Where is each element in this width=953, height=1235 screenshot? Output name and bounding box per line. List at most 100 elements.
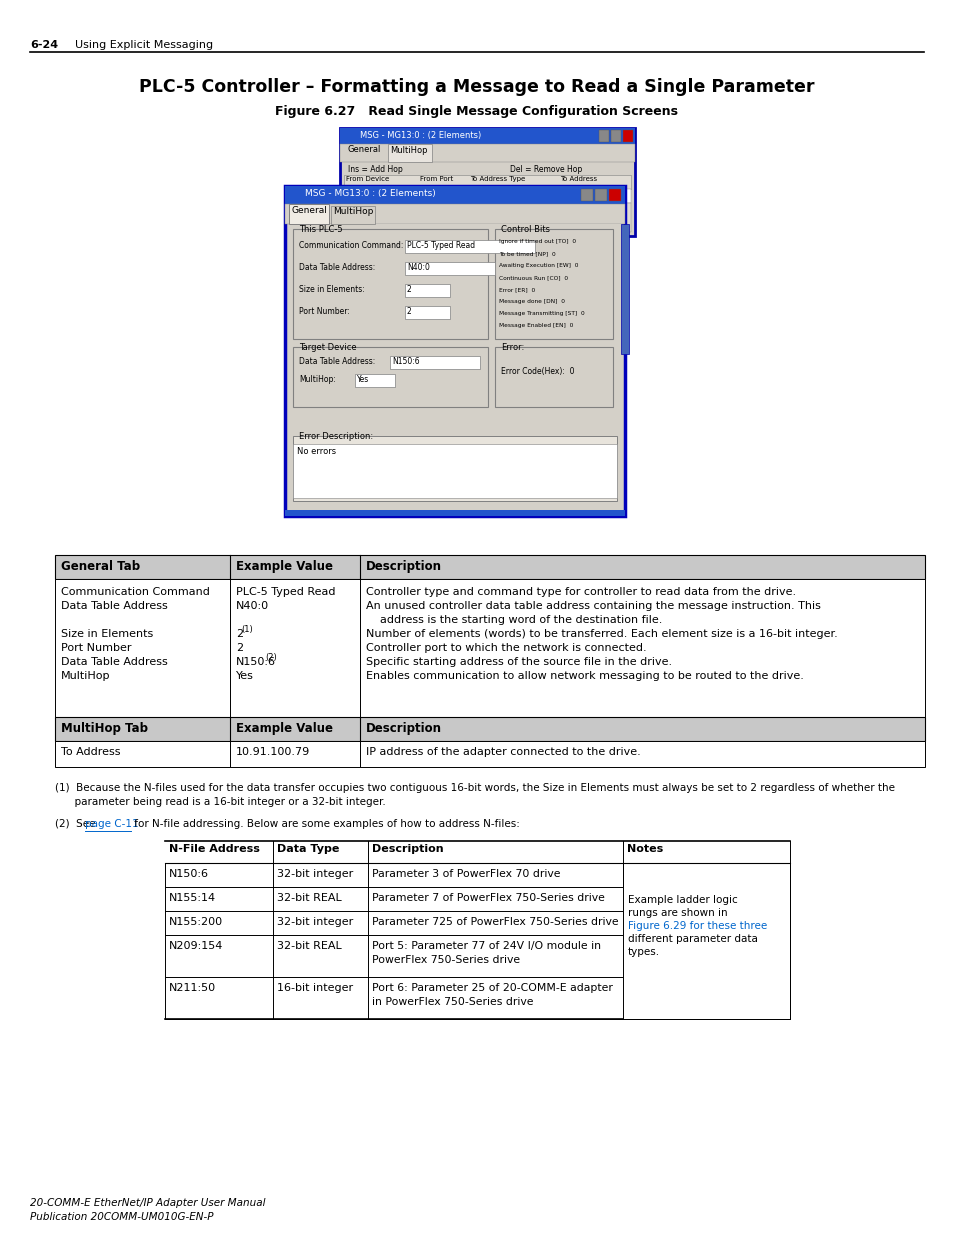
Text: MSG - MG13:0 : (2 Elements): MSG - MG13:0 : (2 Elements) (359, 131, 480, 140)
Text: 2: 2 (407, 285, 412, 294)
Bar (608, 189, 620, 201)
Text: 10.91.100.79: 10.91.100.79 (564, 190, 612, 196)
Bar (165, 977, 273, 1019)
Text: Using Explicit Messaging: Using Explicit Messaging (75, 40, 213, 49)
Text: N40:0: N40:0 (407, 263, 430, 272)
Text: 2: 2 (427, 190, 431, 196)
Bar (273, 977, 368, 1019)
Text: Figure 6.27   Read Single Message Configuration Screens: Figure 6.27 Read Single Message Configur… (275, 105, 678, 119)
Text: Publication 20COMM-UM010G-EN-P: Publication 20COMM-UM010G-EN-P (30, 1212, 213, 1221)
Bar (359, 741, 924, 767)
Text: Parameter 3 of PowerFlex 70 drive: Parameter 3 of PowerFlex 70 drive (372, 869, 560, 879)
Text: page C-11: page C-11 (85, 819, 138, 829)
Text: Port Number: Port Number (61, 643, 132, 653)
Text: From Device: From Device (346, 177, 389, 182)
Bar (580, 189, 593, 201)
Bar (622, 863, 789, 887)
Text: (1): (1) (240, 625, 253, 634)
Bar (273, 863, 368, 887)
Text: MultiHop: MultiHop (390, 146, 427, 156)
Bar (273, 911, 368, 935)
Text: types.: types. (627, 947, 659, 957)
Bar (339, 144, 635, 162)
Text: in PowerFlex 750-Series drive: in PowerFlex 750-Series drive (372, 997, 533, 1007)
Bar (405, 240, 535, 253)
Text: Port Number:: Port Number: (298, 308, 350, 316)
Bar (293, 436, 617, 501)
Text: Target Device: Target Device (298, 343, 356, 352)
Bar (165, 887, 273, 911)
Bar (230, 579, 359, 718)
Text: N150:6: N150:6 (169, 869, 209, 879)
Text: MultiHop Tab: MultiHop Tab (61, 722, 148, 735)
Text: Ignore if timed out [TO]  0: Ignore if timed out [TO] 0 (498, 240, 576, 245)
Bar (622, 977, 789, 1019)
Text: Description: Description (372, 844, 443, 853)
Text: Ins = Add Hop: Ins = Add Hop (348, 165, 402, 174)
Bar (388, 144, 432, 162)
Text: Control Bits: Control Bits (500, 225, 550, 233)
Bar (368, 887, 622, 911)
Text: N155:200: N155:200 (169, 918, 223, 927)
Bar (165, 863, 273, 887)
Bar (359, 579, 924, 718)
Bar (368, 935, 622, 977)
Text: rungs are shown in: rungs are shown in (627, 908, 727, 918)
Text: Message Enabled [EN]  0: Message Enabled [EN] 0 (498, 324, 573, 329)
Text: parameter being read is a 16-bit integer or a 32-bit integer.: parameter being read is a 16-bit integer… (55, 797, 385, 806)
Bar (55, 579, 230, 718)
Bar (622, 935, 789, 977)
Bar (165, 841, 789, 863)
Text: (2): (2) (265, 653, 276, 662)
Text: To Address: To Address (61, 747, 120, 757)
Text: Error Description:: Error Description: (298, 432, 373, 441)
Bar (339, 128, 635, 144)
Text: MultiHop:: MultiHop: (298, 375, 335, 384)
Bar (165, 911, 273, 935)
Bar (285, 186, 624, 204)
Text: 2: 2 (235, 629, 243, 638)
Bar (344, 175, 630, 189)
Text: General Tab: General Tab (61, 559, 140, 573)
Bar (289, 224, 620, 513)
Text: N40:0: N40:0 (235, 601, 269, 611)
Text: Message Transmitting [ST]  0: Message Transmitting [ST] 0 (498, 311, 584, 316)
Text: 16-bit integer: 16-bit integer (276, 983, 353, 993)
Text: N155:14: N155:14 (169, 893, 216, 903)
Text: Awaiting Execution [EW]  0: Awaiting Execution [EW] 0 (498, 263, 578, 268)
Text: This PLC-5: This PLC-5 (298, 225, 342, 233)
Bar (622, 887, 789, 911)
Bar (289, 204, 329, 224)
Text: Parameter 725 of PowerFlex 750-Series drive: Parameter 725 of PowerFlex 750-Series dr… (372, 918, 618, 927)
Text: EtherNet IP Device (str:): EtherNet IP Device (str:) (470, 190, 554, 196)
Text: for N-file addressing. Below are some examples of how to address N-files:: for N-file addressing. Below are some ex… (131, 819, 519, 829)
Text: Port 6: Parameter 25 of 20-COMM-E adapter: Port 6: Parameter 25 of 20-COMM-E adapte… (372, 983, 612, 993)
Bar (620, 224, 628, 354)
Text: 32-bit REAL: 32-bit REAL (276, 941, 341, 951)
Bar (495, 347, 613, 408)
Text: 10.91.100.79: 10.91.100.79 (235, 747, 310, 757)
Text: Data Table Address:: Data Table Address: (298, 357, 375, 366)
Text: From Port: From Port (419, 177, 453, 182)
Text: General: General (348, 144, 381, 154)
Bar (55, 718, 924, 741)
Bar (344, 203, 630, 232)
Text: N209:154: N209:154 (169, 941, 223, 951)
Text: General: General (292, 206, 328, 215)
Bar (598, 130, 608, 142)
Bar (293, 347, 488, 408)
Text: IP address of the adapter connected to the drive.: IP address of the adapter connected to t… (366, 747, 640, 757)
Text: (2)  See: (2) See (55, 819, 99, 829)
Text: Communication Command: Communication Command (61, 587, 210, 597)
Text: Del = Remove Hop: Del = Remove Hop (510, 165, 581, 174)
Text: Yes: Yes (356, 375, 369, 384)
Bar (405, 284, 450, 296)
Bar (622, 911, 789, 935)
Text: N-File Address: N-File Address (169, 844, 259, 853)
Text: To be timed [NP]  0: To be timed [NP] 0 (498, 251, 556, 256)
Bar (368, 911, 622, 935)
Text: N211:50: N211:50 (169, 983, 216, 993)
Bar (293, 445, 617, 498)
Bar (405, 262, 495, 275)
Text: Yes: Yes (235, 671, 253, 680)
